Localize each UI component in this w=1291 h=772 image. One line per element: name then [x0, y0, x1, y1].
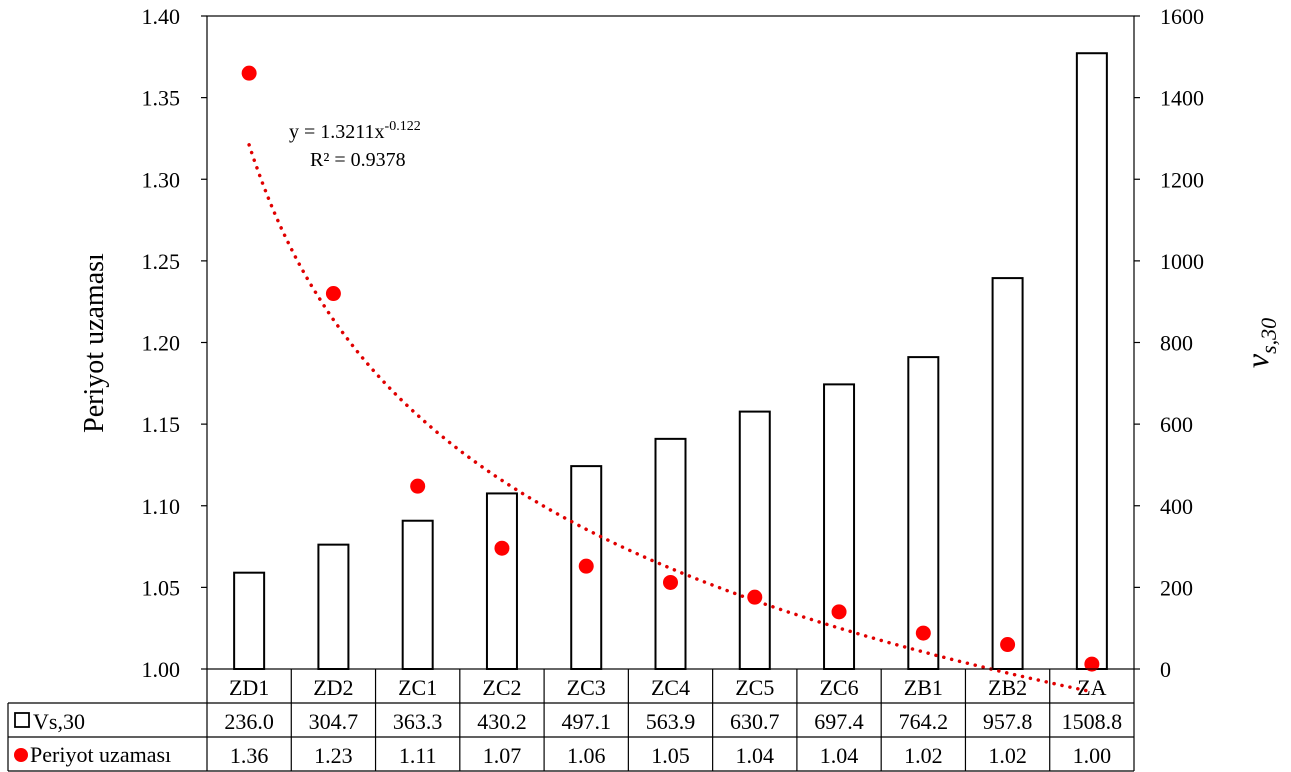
right-tick-label: 1000 — [1160, 249, 1204, 274]
right-axis-title-sub: s,30 — [1256, 318, 1281, 354]
legend-label-vs30: Vs,30 — [33, 709, 85, 734]
right-tick-label: 600 — [1160, 412, 1193, 437]
right-tick-label: 1400 — [1160, 86, 1204, 111]
right-tick-label: 1200 — [1160, 167, 1204, 192]
bar-ZB2 — [991, 277, 1024, 670]
trendline — [247, 143, 1094, 694]
trendline-equation: y = 1.3211x-0.122 — [289, 119, 421, 143]
point-ZC3 — [578, 558, 594, 574]
point-ZC5 — [747, 589, 763, 605]
trendline-equation-base: y = 1.3211x — [289, 121, 385, 143]
legend-key-vs30 — [14, 712, 30, 728]
point-ZB1 — [915, 625, 931, 641]
vs30-cell: 430.2 — [477, 709, 527, 734]
vs30-cell: 697.4 — [814, 709, 864, 734]
bar-ZC2 — [485, 492, 518, 670]
point-ZD1 — [241, 65, 257, 81]
category-label: ZC2 — [482, 675, 521, 700]
category-label: ZD2 — [313, 675, 353, 700]
left-tick-label: 1.30 — [142, 167, 181, 192]
bar-ZD1 — [233, 571, 266, 670]
periyot-cell: 1.05 — [651, 743, 690, 768]
category-label: ZD1 — [229, 675, 269, 700]
right-axis-title: vs,30 — [1239, 318, 1281, 368]
vs30-cell: 236.0 — [224, 709, 274, 734]
bar-ZC5 — [738, 410, 771, 670]
point-ZC2 — [494, 540, 510, 556]
category-label: ZB1 — [904, 675, 943, 700]
axes: 1.00 1.05 1.10 1.15 1.20 1.25 1.30 1.35 1.40 0 200… — [79, 4, 1281, 682]
left-tick-label: 1.15 — [142, 412, 181, 437]
periyot-cell: 1.04 — [820, 743, 859, 768]
vs30-cell: 1508.8 — [1062, 709, 1123, 734]
periyot-cell: 1.02 — [904, 743, 943, 768]
category-label: ZA — [1077, 675, 1106, 700]
vs30-cell: 764.2 — [899, 709, 949, 734]
right-tick-label: 800 — [1160, 331, 1193, 356]
right-tick-label: 400 — [1160, 494, 1193, 519]
vs30-cell: 304.7 — [309, 709, 359, 734]
data-table: ZD1 ZD2 ZC1 ZC2 ZC3 ZC4 ZC5 ZC6 ZB1 ZB2 ZA 236.0 304… — [7, 669, 1135, 772]
legend-key-periyot — [14, 748, 28, 762]
category-label: ZC3 — [567, 675, 606, 700]
right-tick-label: 0 — [1160, 657, 1171, 682]
left-tick-label: 1.10 — [142, 494, 181, 519]
point-ZC1 — [410, 478, 426, 494]
vs30-cell: 563.9 — [646, 709, 696, 734]
bar-ZC1 — [401, 519, 434, 671]
periyot-cell: 1.04 — [736, 743, 775, 768]
vs30-cell: 957.8 — [983, 709, 1033, 734]
periyot-cell: 1.23 — [314, 743, 353, 768]
right-axis-title-main: v — [1239, 353, 1275, 368]
point-ZB2 — [1000, 637, 1016, 653]
legend-label-periyot: Periyot uzaması — [30, 742, 171, 767]
bar-ZC4 — [654, 437, 687, 670]
periyot-cell: 1.07 — [483, 743, 522, 768]
point-ZC4 — [663, 574, 678, 590]
periyot-cell: 1.00 — [1073, 743, 1112, 768]
category-label: ZC6 — [819, 675, 858, 700]
left-tick-label: 1.20 — [142, 331, 181, 356]
periyot-cell: 1.06 — [567, 743, 606, 768]
trendline-equation-exponent: -0.122 — [385, 119, 421, 134]
left-tick-label: 1.25 — [142, 249, 181, 274]
left-tick-label: 1.35 — [142, 86, 181, 111]
left-tick-label: 1.00 — [142, 657, 181, 682]
bar-ZB1 — [907, 356, 940, 670]
periyot-cell: 1.11 — [399, 743, 437, 768]
vs30-cell: 363.3 — [393, 709, 443, 734]
category-label: ZC4 — [651, 675, 690, 700]
vs30-cell: 630.7 — [730, 709, 780, 734]
bar-ZA — [1075, 52, 1108, 670]
point-ZA — [1084, 656, 1100, 672]
category-label: ZC5 — [735, 675, 774, 700]
category-label: ZB2 — [988, 675, 1027, 700]
trendline-r2: R² = 0.9378 — [310, 149, 406, 171]
right-tick-label: 200 — [1160, 575, 1193, 600]
bar-ZC6 — [823, 383, 856, 670]
right-tick-label: 1600 — [1160, 4, 1204, 29]
point-ZC6 — [831, 604, 847, 620]
periyot-cell: 1.02 — [988, 743, 1027, 768]
bar-ZD2 — [317, 543, 350, 670]
point-ZD2 — [325, 286, 341, 302]
left-tick-label: 1.40 — [142, 4, 181, 29]
plot-area: y = 1.3211x-0.122 R² = 0.9378 — [233, 52, 1108, 694]
vs30-cell: 497.1 — [561, 709, 611, 734]
periyot-cell: 1.36 — [230, 743, 269, 768]
left-axis-title: Periyot uzaması — [79, 253, 110, 433]
category-label: ZC1 — [398, 675, 437, 700]
left-tick-label: 1.05 — [142, 575, 181, 600]
